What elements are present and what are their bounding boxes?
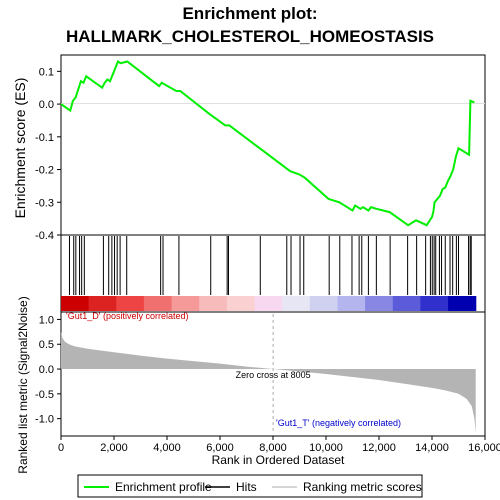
x-tick-label: 14,000	[415, 442, 449, 454]
color-bar-segment	[448, 296, 477, 311]
x-tick-label: 16,000	[468, 442, 500, 454]
color-bar-segment	[282, 296, 311, 311]
color-bar-segment	[143, 296, 173, 311]
x-axis: 0 2,000 4,000 6,000 8,000 10,000 12,000 14,000 1…	[58, 436, 500, 454]
metric-y-tick-label: -0.5	[35, 389, 54, 401]
color-bar-segment	[254, 296, 283, 311]
x-tick-label: 4,000	[153, 442, 181, 454]
x-tick-label: 10,000	[309, 442, 343, 454]
color-bar-segment	[420, 296, 449, 311]
metric-y-axis: 1.0 0.5 0.0 -0.5 -1.0	[35, 314, 61, 426]
es-y-tick-label: -0.3	[35, 197, 54, 209]
x-tick-label: 8,000	[259, 442, 287, 454]
positive-correlation-label: 'Gut1_D' (positively correlated)	[66, 311, 188, 321]
metric-y-axis-label: Ranked list metric (Signal2Noise)	[16, 296, 30, 473]
x-tick-label: 2,000	[100, 442, 128, 454]
metric-y-tick-label: 0.5	[39, 339, 54, 351]
es-panel-frame	[60, 54, 486, 236]
color-bar-segment	[88, 296, 117, 311]
color-bar-segment	[309, 296, 338, 311]
color-bar-segment	[337, 296, 366, 311]
metric-y-tick-label: 1.0	[39, 314, 54, 326]
color-bar-segment	[116, 296, 145, 311]
es-y-tick-label: -0.1	[35, 132, 54, 144]
color-bar-segment	[171, 296, 200, 311]
es-y-tick-label: -0.2	[35, 165, 54, 177]
es-y-tick-label: -0.4	[35, 230, 54, 242]
legend-item-label: Hits	[236, 480, 257, 494]
x-tick-label: 0	[58, 442, 64, 454]
hits-marks	[68, 236, 472, 295]
zero-cross-label: Zero cross at 8005	[236, 370, 311, 380]
es-y-tick-label: 0.0	[39, 99, 54, 111]
color-bar-segment	[61, 296, 90, 311]
x-tick-label: 6,000	[206, 442, 234, 454]
enrichment-profile-line	[60, 59, 475, 227]
x-axis-label: Rank in Ordered Dataset	[212, 453, 345, 467]
color-bar-segment	[392, 296, 421, 311]
chart-title-line2: HALLMARK_CHOLESTEROL_HOMEOSTASIS	[66, 27, 434, 46]
chart-title-line1: Enrichment plot:	[182, 4, 317, 23]
es-y-axis-label: Enrichment score (ES)	[12, 78, 28, 219]
color-bar-segment	[226, 296, 256, 311]
legend-item-label: Ranking metric scores	[303, 480, 422, 494]
legend: Enrichment profile Hits Ranking metric sco…	[84, 480, 422, 494]
color-bar-segment	[199, 296, 228, 311]
negative-correlation-label: 'Gut1_T' (negatively correlated)	[276, 418, 401, 428]
x-tick-label: 12,000	[362, 442, 396, 454]
ranking-color-bar	[61, 296, 477, 311]
metric-y-tick-label: 0.0	[39, 364, 54, 376]
legend-box	[77, 474, 423, 498]
metric-y-tick-label: -1.0	[35, 414, 54, 426]
es-y-tick-label: 0.1	[39, 66, 54, 78]
es-y-axis: 0.1 0.0 -0.1 -0.2 -0.3 -0.4	[35, 66, 61, 242]
legend-item-label: Enrichment profile	[115, 480, 212, 494]
color-bar-segment	[365, 296, 394, 311]
